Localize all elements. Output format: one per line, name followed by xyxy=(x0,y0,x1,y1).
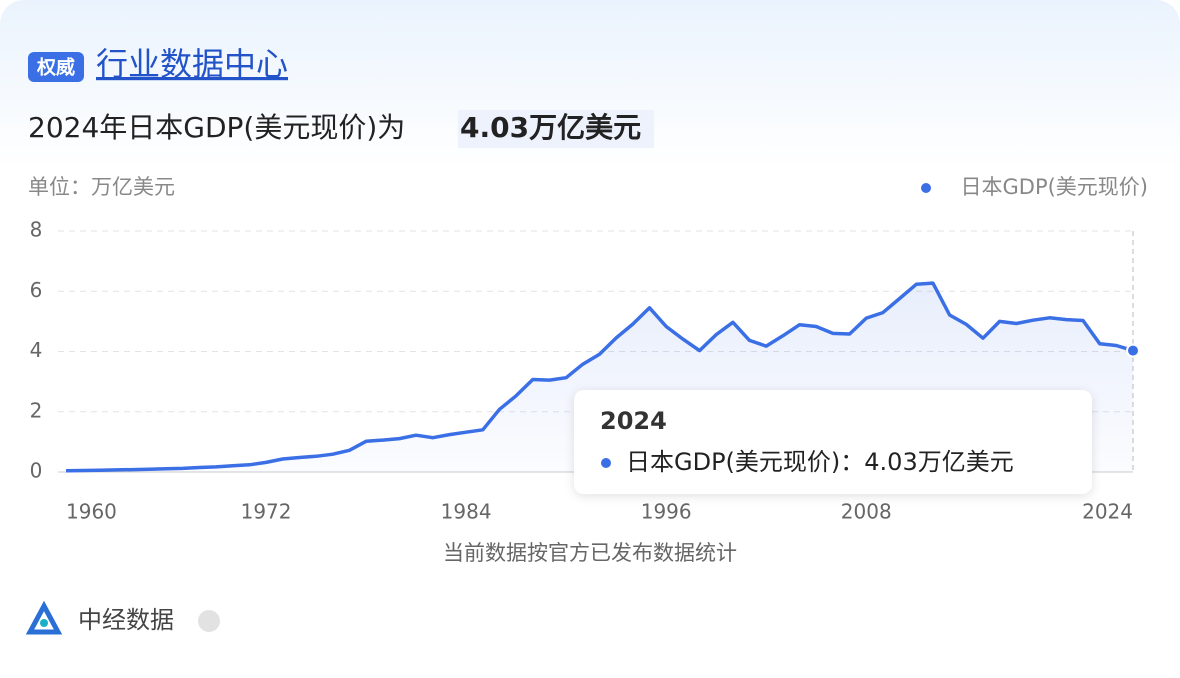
tooltip-title: 2024 xyxy=(600,407,667,435)
highlight-bg xyxy=(458,110,654,148)
legend-label: 日本GDP(美元现价) xyxy=(961,175,1149,199)
unit-label: 单位：万亿美元 xyxy=(28,175,175,199)
y-tick-label: 2 xyxy=(30,398,43,422)
x-tick-label: 1972 xyxy=(241,500,292,524)
tooltip-label: 日本GDP(美元现价)：4.03万亿美元 xyxy=(626,448,1014,476)
link[interactable]: 行业数据中心 xyxy=(96,45,288,83)
source-icon[interactable] xyxy=(198,610,220,632)
legend-dot xyxy=(921,183,931,193)
y-tick-label: 0 xyxy=(30,459,43,483)
y-tick-label: 8 xyxy=(30,218,43,242)
x-tick-label: 1996 xyxy=(641,500,692,524)
point xyxy=(1126,343,1140,358)
source-logo xyxy=(25,600,63,635)
x-tick-label: 1960 xyxy=(66,500,117,524)
tooltip-dot xyxy=(601,458,611,468)
y-tick-label: 4 xyxy=(30,338,43,362)
x-tick-label: 2024 xyxy=(1082,500,1133,524)
highlight: 4.03万亿美元 xyxy=(460,111,641,144)
y-tick-label: 6 xyxy=(30,278,43,302)
x-tick-label: 2008 xyxy=(841,500,892,524)
footnote: 当前数据按官方已发布数据统计 xyxy=(443,541,737,565)
badge-bg xyxy=(28,52,84,82)
headline: 2024年日本GDP(美元现价)为 xyxy=(28,111,405,144)
line xyxy=(65,281,1134,473)
x-tick-label: 1984 xyxy=(441,500,492,524)
source: 中经数据 xyxy=(78,606,174,634)
tooltip xyxy=(574,390,1092,494)
badge: 权威 xyxy=(36,56,75,79)
